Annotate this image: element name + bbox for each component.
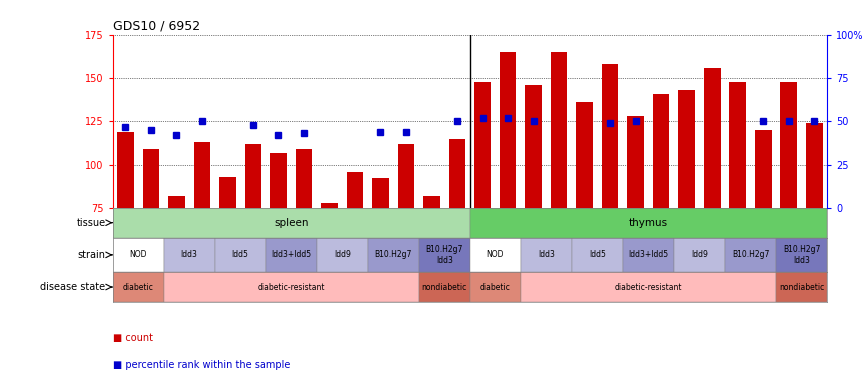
Bar bbox=[520, 238, 572, 272]
Text: NOD: NOD bbox=[129, 250, 147, 259]
Bar bbox=[423, 196, 440, 208]
Bar bbox=[215, 238, 266, 272]
Bar bbox=[602, 64, 618, 208]
Text: Idd5: Idd5 bbox=[232, 250, 249, 259]
Bar bbox=[168, 196, 184, 208]
Bar bbox=[419, 238, 469, 272]
Bar bbox=[704, 68, 721, 208]
Bar bbox=[572, 238, 623, 272]
Text: tissue: tissue bbox=[76, 218, 106, 228]
Bar bbox=[776, 238, 827, 272]
Text: NOD: NOD bbox=[487, 250, 504, 259]
Bar bbox=[627, 116, 644, 208]
Text: Idd3: Idd3 bbox=[538, 250, 555, 259]
Bar bbox=[653, 94, 669, 208]
Text: diabetic-resistant: diabetic-resistant bbox=[615, 283, 682, 291]
Text: Idd3+Idd5: Idd3+Idd5 bbox=[629, 250, 669, 259]
Bar bbox=[164, 272, 419, 302]
Text: Idd3+Idd5: Idd3+Idd5 bbox=[271, 250, 311, 259]
Bar bbox=[623, 238, 674, 272]
Bar bbox=[317, 238, 368, 272]
Text: B10.H2g7
Idd3: B10.H2g7 Idd3 bbox=[425, 245, 463, 265]
Bar bbox=[469, 208, 827, 238]
Bar bbox=[113, 238, 164, 272]
Bar bbox=[806, 123, 823, 208]
Bar bbox=[244, 144, 262, 208]
Bar bbox=[368, 238, 419, 272]
Text: diabetic: diabetic bbox=[480, 283, 511, 291]
Bar bbox=[678, 90, 695, 208]
Text: diabetic-resistant: diabetic-resistant bbox=[257, 283, 325, 291]
Bar bbox=[113, 272, 164, 302]
Bar bbox=[266, 238, 317, 272]
Bar bbox=[551, 52, 567, 208]
Bar bbox=[117, 132, 133, 208]
Bar bbox=[729, 82, 746, 208]
Text: GDS10 / 6952: GDS10 / 6952 bbox=[113, 19, 200, 32]
Text: B10.H2g7: B10.H2g7 bbox=[732, 250, 769, 259]
Bar bbox=[674, 238, 725, 272]
Bar bbox=[526, 85, 542, 208]
Text: Idd5: Idd5 bbox=[589, 250, 606, 259]
Bar bbox=[577, 102, 593, 208]
Text: strain: strain bbox=[77, 250, 106, 260]
Text: Idd9: Idd9 bbox=[333, 250, 351, 259]
Bar bbox=[295, 149, 313, 208]
Bar bbox=[113, 208, 469, 238]
Bar bbox=[372, 178, 389, 208]
Bar bbox=[725, 238, 776, 272]
Text: ■ count: ■ count bbox=[113, 333, 152, 343]
Bar bbox=[143, 149, 159, 208]
Bar bbox=[469, 238, 520, 272]
Bar bbox=[270, 152, 287, 208]
Text: B10.H2g7
Idd3: B10.H2g7 Idd3 bbox=[783, 245, 820, 265]
Bar bbox=[419, 272, 469, 302]
Bar bbox=[776, 272, 827, 302]
Bar bbox=[397, 144, 414, 208]
Bar bbox=[469, 272, 520, 302]
Bar bbox=[219, 177, 236, 208]
Bar bbox=[780, 82, 797, 208]
Bar bbox=[164, 238, 215, 272]
Text: Idd9: Idd9 bbox=[691, 250, 708, 259]
Text: ■ percentile rank within the sample: ■ percentile rank within the sample bbox=[113, 360, 290, 370]
Text: thymus: thymus bbox=[629, 218, 668, 228]
Bar bbox=[449, 139, 465, 208]
Text: spleen: spleen bbox=[274, 218, 308, 228]
Bar bbox=[755, 130, 772, 208]
Bar bbox=[194, 142, 210, 208]
Text: Idd3: Idd3 bbox=[181, 250, 197, 259]
Text: nondiabetic: nondiabetic bbox=[422, 283, 467, 291]
Bar bbox=[500, 52, 516, 208]
Bar bbox=[520, 272, 776, 302]
Bar bbox=[321, 203, 338, 208]
Text: nondiabetic: nondiabetic bbox=[779, 283, 824, 291]
Text: diabetic: diabetic bbox=[123, 283, 153, 291]
Bar bbox=[475, 82, 491, 208]
Text: disease state: disease state bbox=[41, 282, 106, 292]
Bar bbox=[346, 171, 363, 208]
Text: B10.H2g7: B10.H2g7 bbox=[375, 250, 412, 259]
